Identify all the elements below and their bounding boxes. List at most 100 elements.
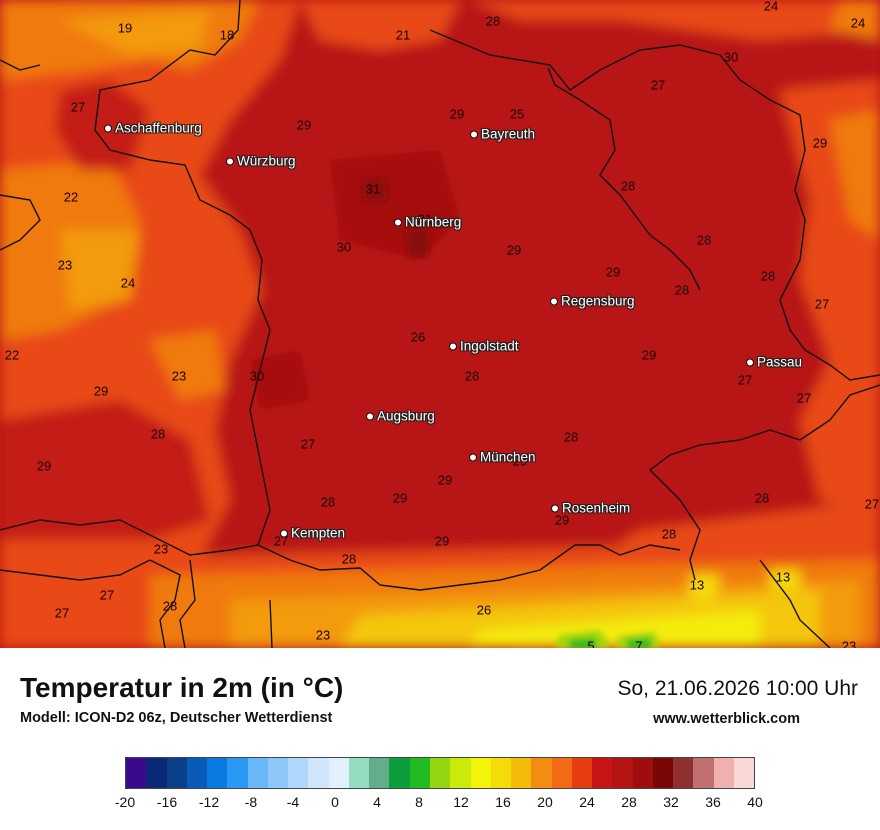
city-name: Bayreuth [481, 126, 536, 142]
temperature-value: 28 [341, 551, 357, 567]
temperature-value: 22 [4, 347, 20, 363]
temperature-value: 24 [850, 15, 866, 31]
temperature-value: 13 [689, 577, 705, 593]
legend-swatch [551, 758, 572, 788]
temperature-value: 26 [476, 602, 492, 618]
legend-tick-label: 12 [453, 794, 469, 810]
temperature-value: 27 [737, 372, 753, 388]
city-name: Ingolstadt [460, 338, 519, 354]
legend-swatch [288, 758, 309, 788]
temperature-value: 29 [641, 347, 657, 363]
legend-swatch [592, 758, 613, 788]
legend-tick-label: 20 [537, 794, 553, 810]
temperature-value: 29 [434, 533, 450, 549]
legend-swatch [267, 758, 289, 788]
legend-tick-label: -16 [156, 794, 178, 810]
legend-swatch [531, 758, 552, 788]
temperature-value: 29 [449, 106, 465, 122]
legend-swatch [348, 758, 370, 788]
legend-swatch [632, 758, 653, 788]
temperature-value: 28 [563, 429, 579, 445]
legend-swatch [409, 758, 430, 788]
legend-swatch [470, 758, 491, 788]
city-marker[interactable]: Rosenheim [551, 501, 630, 516]
temperature-value: 23 [153, 541, 169, 557]
website-label[interactable]: www.wetterblick.com [653, 711, 800, 727]
temperature-value: 27 [796, 390, 812, 406]
city-marker[interactable]: Kempten [280, 526, 345, 541]
city-marker[interactable]: Würzburg [226, 154, 296, 169]
legend-swatch [389, 758, 410, 788]
city-marker[interactable]: Augsburg [366, 409, 435, 424]
temperature-value: 28 [150, 426, 166, 442]
temperature-value: 29 [36, 458, 52, 474]
legend-swatch [490, 758, 512, 788]
legend-tick-label: 40 [747, 794, 763, 810]
legend-tick-label: 16 [495, 794, 511, 810]
temperature-value: 27 [273, 533, 289, 549]
legend-tick-label: 24 [579, 794, 595, 810]
temperature-value: 18 [219, 27, 235, 43]
city-name: München [480, 449, 536, 465]
temperature-value: 29 [812, 135, 828, 151]
color-legend-bar [125, 757, 755, 789]
temperature-value: 27 [864, 496, 880, 512]
legend-swatch [693, 758, 714, 788]
city-dot-icon [366, 412, 374, 420]
legend-tick-label: 32 [663, 794, 679, 810]
temperature-value: 28 [620, 178, 636, 194]
temperature-value: 29 [93, 383, 109, 399]
legend-tick-label: -12 [198, 794, 220, 810]
legend-tick-label: 8 [415, 794, 423, 810]
city-marker[interactable]: Regensburg [550, 294, 635, 309]
city-marker[interactable]: München [469, 450, 536, 465]
map-title: Temperatur in 2m (in °C) [20, 672, 344, 703]
temperature-value: 24 [120, 275, 136, 291]
legend-swatch [146, 758, 167, 788]
city-name: Würzburg [237, 153, 296, 169]
temperature-value: 5 [587, 638, 595, 649]
city-marker[interactable]: Aschaffenburg [104, 121, 202, 136]
temperature-value: 30 [249, 368, 265, 384]
temperature-value: 30 [336, 239, 352, 255]
city-marker[interactable]: Bayreuth [470, 127, 535, 142]
city-dot-icon [550, 297, 558, 305]
temperature-value: 29 [296, 117, 312, 133]
temperature-value: 29 [392, 490, 408, 506]
temperature-value: 28 [162, 598, 178, 614]
temperature-map[interactable]: 19 18 21 28 24 24 30 27 27 29 29 25 29 31 28 22 31 30 29 28… [0, 0, 880, 648]
temperature-value: 28 [464, 368, 480, 384]
temperature-value: 28 [754, 490, 770, 506]
legend-swatch [713, 758, 734, 788]
model-source-label: Modell: ICON-D2 06z, Deutscher Wetterdie… [20, 710, 333, 726]
temperature-value: 30 [723, 49, 739, 65]
temperature-value: 27 [814, 296, 830, 312]
temperature-value: 29 [506, 242, 522, 258]
legend-swatch [450, 758, 471, 788]
city-marker[interactable]: Ingolstadt [449, 339, 519, 354]
city-name: Nürnberg [405, 214, 462, 230]
legend-swatch [429, 758, 451, 788]
temperature-value: 13 [775, 569, 791, 585]
city-name: Aschaffenburg [115, 120, 202, 136]
legend-swatch [166, 758, 187, 788]
city-dot-icon [104, 124, 112, 132]
city-name: Kempten [291, 525, 346, 541]
temperature-field [0, 0, 880, 648]
temperature-value: 27 [54, 605, 70, 621]
temperature-value: 21 [395, 27, 411, 43]
legend-swatch [612, 758, 633, 788]
temperature-value: 7 [635, 638, 643, 649]
city-marker[interactable]: Passau [746, 355, 802, 370]
temperature-value: 28 [485, 13, 501, 29]
legend-swatch [571, 758, 593, 788]
temperature-value: 19 [117, 20, 133, 36]
temperature-value: 28 [674, 282, 690, 298]
temperature-value: 27 [70, 99, 86, 115]
legend-swatch [369, 758, 390, 788]
temperature-value: 23 [171, 368, 187, 384]
temperature-value: 24 [763, 0, 779, 14]
temperature-value: 22 [63, 189, 79, 205]
city-marker[interactable]: Nürnberg [394, 215, 461, 230]
legend-tick-label: -20 [114, 794, 136, 810]
